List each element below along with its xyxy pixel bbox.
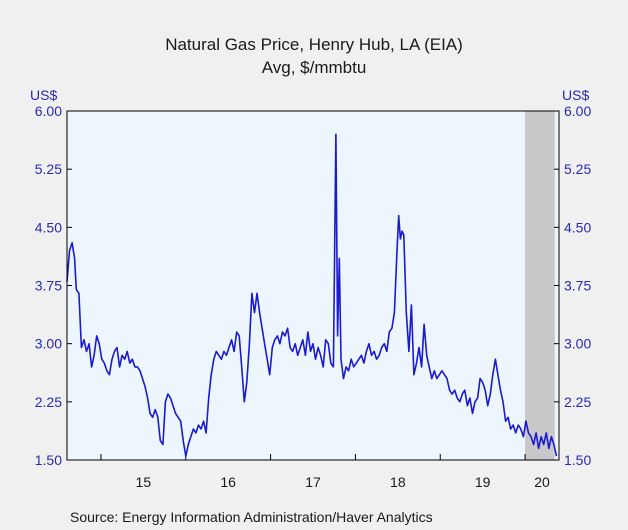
x-tick-label: 20 xyxy=(534,474,550,490)
y-tick-label-right: 5.25 xyxy=(564,161,591,177)
source-note: Source: Energy Information Administratio… xyxy=(70,509,433,525)
x-tick-label: 15 xyxy=(136,474,152,490)
y-tick-label-left: 5.25 xyxy=(35,161,62,177)
y-tick-label-right: 1.50 xyxy=(564,452,591,468)
y-tick-label-left: 4.50 xyxy=(35,219,62,235)
series-line xyxy=(66,133,558,457)
chart-title: Natural Gas Price, Henry Hub, LA (EIA) xyxy=(165,35,463,54)
x-tick-label: 19 xyxy=(475,474,491,490)
chart-subtitle: Avg, $/mmbtu xyxy=(262,58,367,77)
y-axis-unit-left: US$ xyxy=(30,87,57,103)
y-tick-labels: 6.00 6.00 5.25 5.25 4.50 4.50 3.75 3.75 3.00 3.00… xyxy=(35,103,592,468)
y-tick-label-right: 3.00 xyxy=(564,336,591,352)
y-tick-label-right: 6.00 xyxy=(564,103,591,119)
x-tick-labels: 15 16 17 18 19 20 xyxy=(136,474,550,490)
y-axis-unit-right: US$ xyxy=(562,87,589,103)
plot-frame xyxy=(66,110,560,461)
y-tick-label-left: 3.00 xyxy=(35,336,62,352)
x-tick-label: 16 xyxy=(220,474,236,490)
y-tick-label-left: 2.25 xyxy=(35,394,62,410)
recession-shading xyxy=(525,111,555,460)
y-tick-label-right: 4.50 xyxy=(564,219,591,235)
y-tick-label-left: 3.75 xyxy=(35,278,62,294)
x-tick-label: 18 xyxy=(390,474,406,490)
y-tick-label-left: 1.50 xyxy=(35,452,62,468)
plot-area xyxy=(67,111,559,460)
x-tick-label: 17 xyxy=(305,474,321,490)
y-tick-label-right: 3.75 xyxy=(564,278,591,294)
y-tick-label-left: 6.00 xyxy=(35,103,62,119)
y-tick-label-right: 2.25 xyxy=(564,394,591,410)
